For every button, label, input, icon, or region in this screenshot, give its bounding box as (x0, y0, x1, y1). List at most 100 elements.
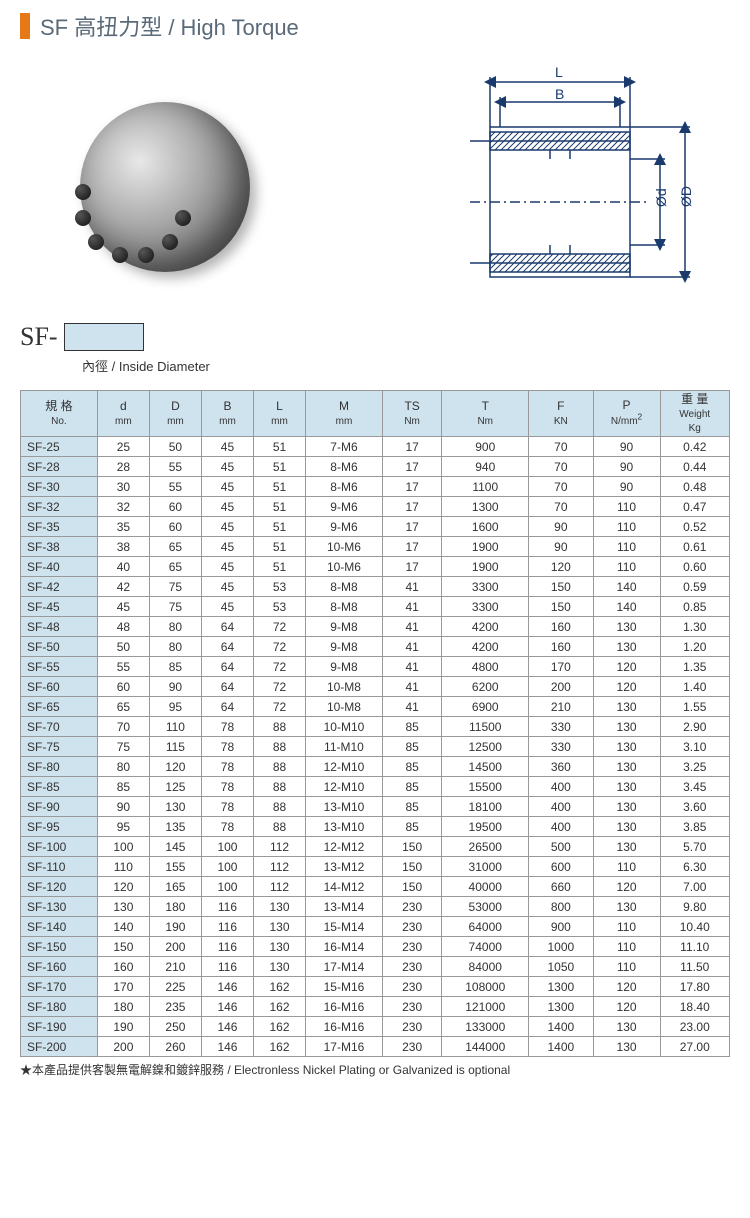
table-cell: 64 (201, 637, 253, 657)
table-cell: 45 (201, 557, 253, 577)
table-cell: 12500 (442, 737, 529, 757)
table-cell: 112 (253, 837, 305, 857)
table-cell: 51 (253, 437, 305, 457)
table-cell: 130 (593, 797, 660, 817)
table-cell: 130 (97, 897, 149, 917)
table-cell: 17 (382, 477, 441, 497)
table-cell: 84000 (442, 957, 529, 977)
table-cell: 85 (97, 777, 149, 797)
bolt-icon (112, 247, 128, 263)
table-cell: 48 (97, 617, 149, 637)
table-cell: 660 (529, 877, 593, 897)
table-row: SF-9595135788813-M1085195004001303.85 (21, 817, 730, 837)
table-row: SF-11011015510011213-M12150310006001106.… (21, 857, 730, 877)
table-cell: 1000 (529, 937, 593, 957)
table-cell: 170 (97, 977, 149, 997)
table-cell: 1300 (529, 977, 593, 997)
table-cell: 162 (253, 997, 305, 1017)
table-cell: 110 (593, 537, 660, 557)
table-cell: 165 (149, 877, 201, 897)
table-cell: 130 (593, 1017, 660, 1037)
table-cell: 3.25 (660, 757, 730, 777)
table-cell: 360 (529, 757, 593, 777)
table-cell: 190 (97, 1017, 149, 1037)
table-cell: 51 (253, 537, 305, 557)
table-cell: 45 (201, 477, 253, 497)
table-cell: 10.40 (660, 917, 730, 937)
table-cell: 162 (253, 1037, 305, 1057)
table-cell: 110 (593, 557, 660, 577)
table-cell: SF-180 (21, 997, 98, 1017)
table-header: TNm (442, 391, 529, 437)
table-row: SF-19019025014616216-M162301330001400130… (21, 1017, 730, 1037)
table-cell: 1300 (529, 997, 593, 1017)
table-cell: 120 (593, 877, 660, 897)
table-cell: 120 (149, 757, 201, 777)
table-cell: 32 (97, 497, 149, 517)
table-row: SF-25255045517-M61790070900.42 (21, 437, 730, 457)
table-cell: 40000 (442, 877, 529, 897)
table-cell: 53 (253, 597, 305, 617)
table-header: dmm (97, 391, 149, 437)
table-cell: 88 (253, 757, 305, 777)
table-cell: 64000 (442, 917, 529, 937)
table-cell: 130 (593, 617, 660, 637)
table-cell: 15-M16 (306, 977, 383, 997)
table-cell: SF-40 (21, 557, 98, 577)
table-cell: 130 (593, 697, 660, 717)
table-cell: 12-M10 (306, 757, 383, 777)
table-cell: 250 (149, 1017, 201, 1037)
table-cell: 15-M14 (306, 917, 383, 937)
table-row: SF-656595647210-M84169002101301.55 (21, 697, 730, 717)
table-cell: 3.85 (660, 817, 730, 837)
table-cell: 9-M6 (306, 517, 383, 537)
table-cell: 55 (97, 657, 149, 677)
table-cell: 90 (593, 437, 660, 457)
table-cell: 150 (529, 577, 593, 597)
bolt-icon (75, 184, 91, 200)
table-cell: 116 (201, 957, 253, 977)
table-cell: 72 (253, 637, 305, 657)
table-header: 規 格No. (21, 391, 98, 437)
table-cell: 8-M6 (306, 457, 383, 477)
table-cell: 230 (382, 1037, 441, 1057)
table-cell: 155 (149, 857, 201, 877)
table-cell: 41 (382, 657, 441, 677)
table-cell: 25 (97, 437, 149, 457)
table-cell: 110 (97, 857, 149, 877)
table-cell: 5.70 (660, 837, 730, 857)
table-cell: 41 (382, 577, 441, 597)
table-cell: 400 (529, 797, 593, 817)
table-cell: 85 (382, 757, 441, 777)
table-cell: 75 (149, 597, 201, 617)
table-cell: 600 (529, 857, 593, 877)
table-cell: 60 (97, 677, 149, 697)
table-cell: 30 (97, 477, 149, 497)
table-cell: 3300 (442, 577, 529, 597)
table-cell: 78 (201, 817, 253, 837)
table-cell: SF-48 (21, 617, 98, 637)
table-cell: 0.44 (660, 457, 730, 477)
table-cell: 17 (382, 437, 441, 457)
table-row: SF-8585125788812-M1085155004001303.45 (21, 777, 730, 797)
table-cell: 88 (253, 777, 305, 797)
table-cell: 60 (149, 517, 201, 537)
table-cell: 75 (97, 737, 149, 757)
table-cell: 130 (593, 757, 660, 777)
table-cell: 0.48 (660, 477, 730, 497)
table-cell: 230 (382, 917, 441, 937)
table-cell: 4800 (442, 657, 529, 677)
table-cell: 100 (201, 857, 253, 877)
table-cell: 70 (529, 497, 593, 517)
table-cell: SF-80 (21, 757, 98, 777)
table-row: SF-8080120788812-M1085145003601303.25 (21, 757, 730, 777)
table-cell: 110 (593, 857, 660, 877)
table-cell: 51 (253, 457, 305, 477)
table-cell: 26500 (442, 837, 529, 857)
table-cell: SF-120 (21, 877, 98, 897)
table-cell: 17 (382, 537, 441, 557)
table-cell: 1900 (442, 557, 529, 577)
table-cell: 100 (97, 837, 149, 857)
table-cell: 0.59 (660, 577, 730, 597)
table-cell: 230 (382, 937, 441, 957)
